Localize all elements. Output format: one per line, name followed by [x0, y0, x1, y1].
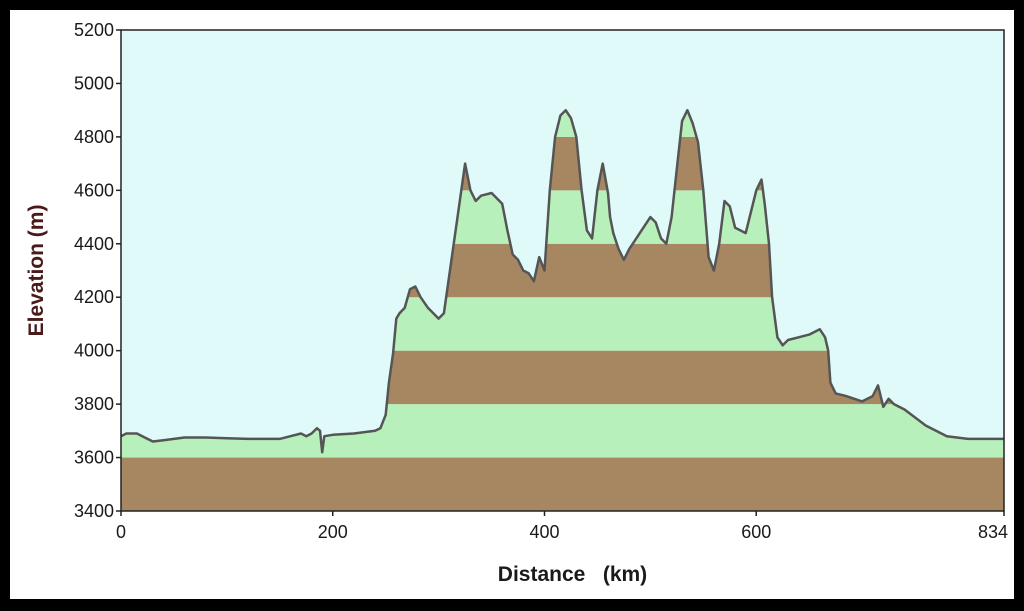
elevation-profile-line — [120, 108, 1004, 454]
plot-border — [120, 29, 1005, 512]
x-tick-label: 834 — [978, 522, 1008, 542]
y-tick-label: 5000 — [74, 73, 114, 93]
y-tick-label: 3600 — [74, 448, 114, 468]
y-tick-label: 3400 — [74, 501, 114, 521]
y-tick-label: 4800 — [74, 127, 114, 147]
x-axis: 0 200 400 600 834 — [116, 511, 1008, 542]
x-axis-title: Distance (km) — [498, 563, 647, 586]
y-axis: 3400 3600 3800 4000 4200 4400 4600 4800 5000 5200 — [74, 20, 121, 521]
y-tick-label: 4400 — [74, 234, 114, 254]
x-tick-label: 0 — [116, 522, 126, 542]
y-tick-label: 5200 — [74, 20, 114, 40]
x-tick-label: 400 — [529, 522, 559, 542]
x-tick-label: 600 — [741, 522, 771, 542]
elevation-chart: 3400360038004000420044004600480050005200… — [25, 20, 1008, 586]
y-tick-label: 4000 — [74, 341, 114, 361]
x-tick-label: 200 — [318, 522, 348, 542]
elevation-band — [121, 457, 1004, 511]
y-axis-title: Elevation (m) — [25, 205, 48, 337]
y-tick-label: 4200 — [74, 287, 114, 307]
y-tick-label: 3800 — [74, 394, 114, 414]
y-tick-label: 4600 — [74, 180, 114, 200]
chart-frame: 3400 3600 3800 4000 4200 4400 4600 4800 5000 5200… — [10, 10, 1014, 599]
